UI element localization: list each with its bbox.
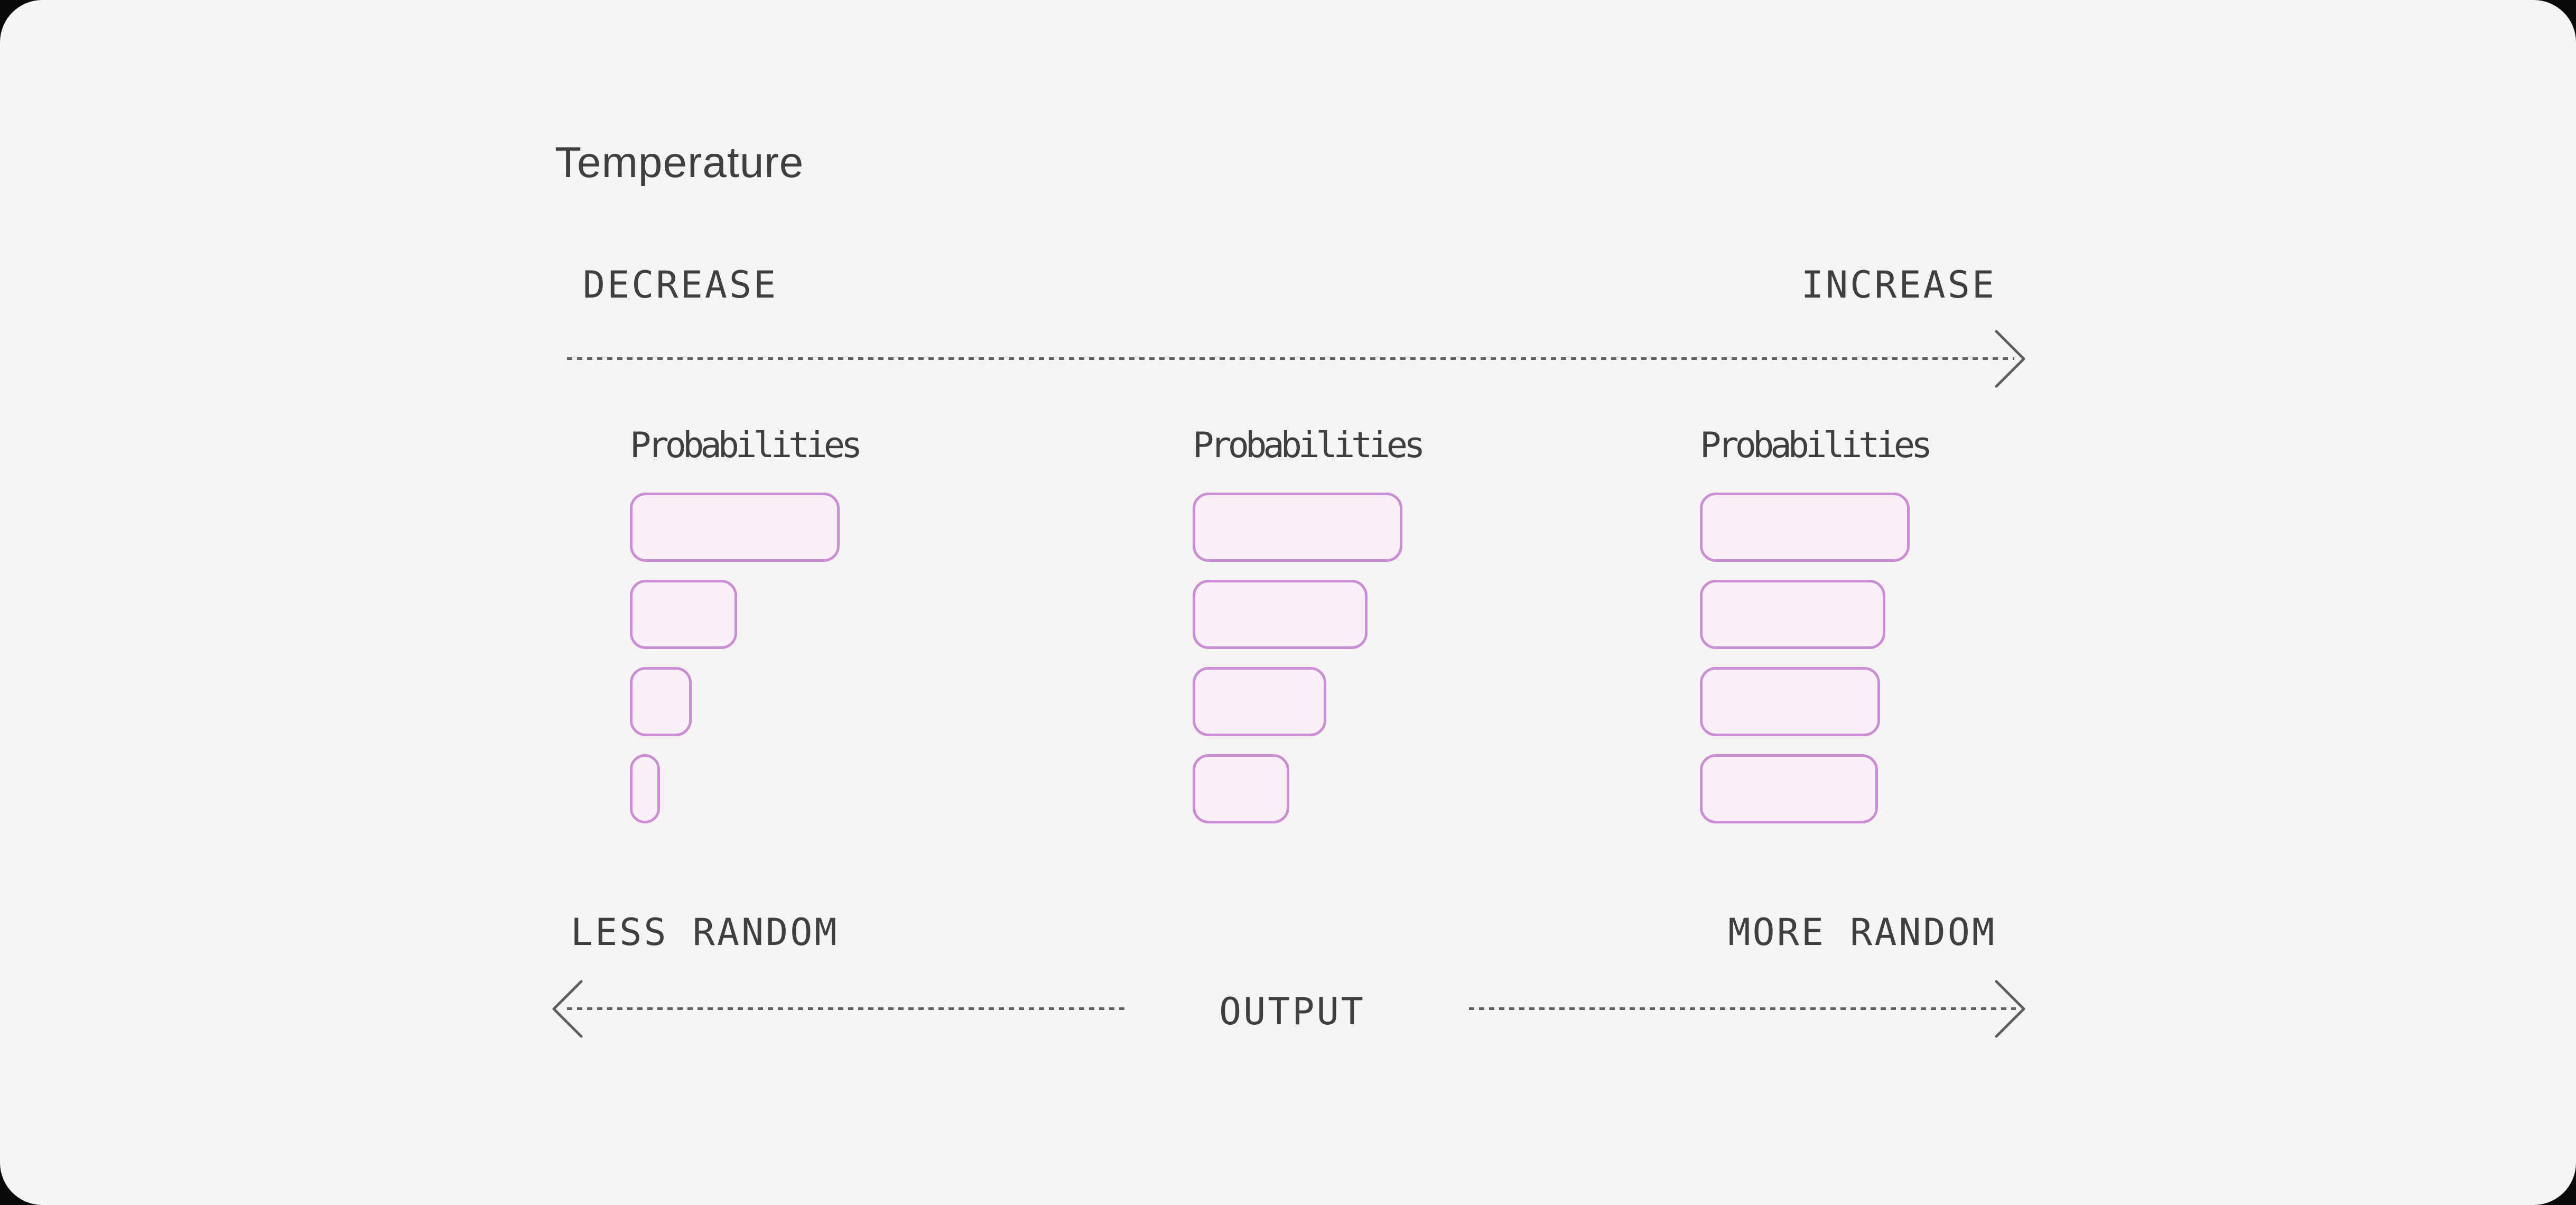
output-label: OUTPUT (1219, 990, 1365, 1033)
probability-bar (630, 493, 840, 562)
probability-bar (1700, 493, 1910, 562)
output-axis-dotted-line-right (1469, 1007, 2016, 1010)
probabilities-label: Probabilities (630, 424, 862, 466)
probability-bar (1700, 754, 1878, 823)
arrow-right-icon (1995, 980, 2025, 1038)
probabilities-label: Probabilities (1700, 424, 1932, 466)
probability-group-low-temperature: Probabilities (630, 418, 873, 835)
probability-bar (1700, 580, 1885, 649)
probability-bar (1193, 754, 1289, 823)
decrease-label: DECREASE (583, 263, 778, 307)
output-axis-dotted-line-left (567, 1007, 1126, 1010)
probability-bar (1700, 667, 1880, 736)
temperature-axis-dotted-line (567, 357, 2014, 360)
probability-group-mid-temperature: Probabilities (1193, 418, 1436, 835)
arrow-left-icon (552, 980, 583, 1038)
probability-bar (630, 580, 737, 649)
less-random-label: LESS RANDOM (571, 911, 839, 954)
probability-bar (630, 667, 692, 736)
probability-bar (1193, 580, 1368, 649)
arrow-right-icon (1995, 330, 2025, 388)
probability-bar (1193, 493, 1402, 562)
probability-group-high-temperature: Probabilities (1700, 418, 1943, 835)
more-random-label: MORE RANDOM (1728, 911, 1996, 954)
probability-bar (1193, 667, 1326, 736)
probabilities-label: Probabilities (1193, 424, 1425, 466)
increase-label: INCREASE (1801, 263, 1996, 307)
probability-bar (630, 754, 660, 823)
page-title: Temperature (555, 138, 804, 187)
